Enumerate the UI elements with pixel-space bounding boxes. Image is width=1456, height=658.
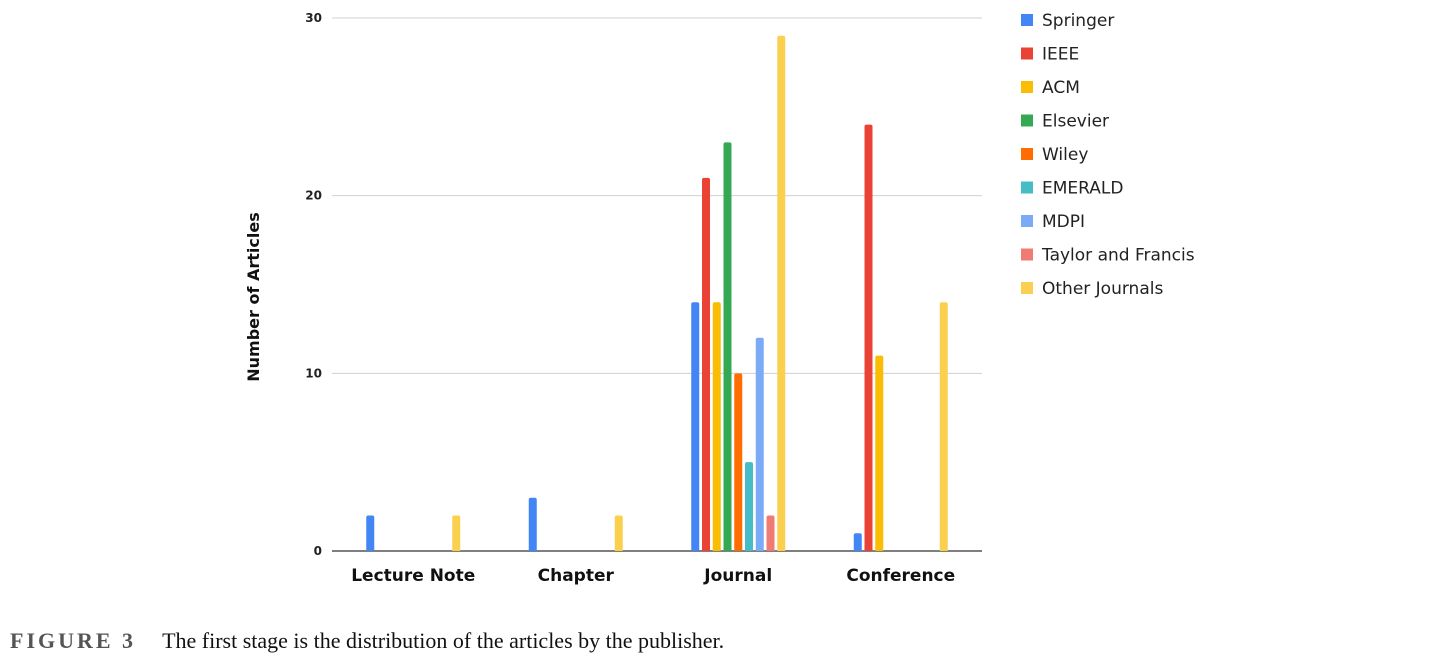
legend-label: ACM xyxy=(1042,78,1080,98)
legend-item: MDPI xyxy=(1021,212,1085,232)
bar-springer-chapter xyxy=(528,497,537,551)
bar-other-journals-journal xyxy=(777,35,786,552)
legend-label: MDPI xyxy=(1042,212,1085,232)
bar-acm-conference xyxy=(875,355,884,551)
legend-swatch xyxy=(1021,248,1033,261)
legend-swatch xyxy=(1021,148,1033,160)
bar-springer-conference xyxy=(853,533,862,551)
figure-caption-text: The first stage is the distribution of t… xyxy=(162,628,725,653)
bar-springer-journal xyxy=(691,302,700,551)
legend-swatch xyxy=(1021,114,1033,127)
legend-label: Other Journals xyxy=(1042,279,1163,299)
legend-swatch xyxy=(1021,14,1033,26)
bar-emerald-journal xyxy=(745,462,753,551)
chart-grid: 0 10 20 30 xyxy=(305,11,982,558)
bar-taylor-and-francis-journal xyxy=(766,515,775,551)
bar-wiley-journal xyxy=(734,373,743,551)
legend-label: EMERALD xyxy=(1042,179,1123,199)
legend-swatch xyxy=(1021,215,1033,227)
figure-caption-label: FIGURE 3 xyxy=(10,628,137,653)
bar-other-journals-chapter xyxy=(614,515,623,551)
figure-caption: FIGURE 3 The first stage is the distribut… xyxy=(10,628,724,654)
legend-swatch xyxy=(1021,282,1033,294)
chart-legend: Springer IEEE ACM Elsevier Wiley EMERALD MDPI T… xyxy=(1021,11,1195,299)
legend-item: IEEE xyxy=(1021,45,1079,65)
legend-item: Springer xyxy=(1021,11,1114,31)
x-category-label: Lecture Note xyxy=(351,566,475,586)
legend-item: Taylor and Francis xyxy=(1021,246,1195,266)
y-tick-label: 0 xyxy=(314,544,322,558)
bar-ieee-journal xyxy=(702,177,710,551)
legend-swatch xyxy=(1021,47,1033,60)
chart-bars xyxy=(366,35,948,552)
x-category-label: Conference xyxy=(846,566,955,586)
legend-label: Taylor and Francis xyxy=(1041,246,1195,266)
legend-item: EMERALD xyxy=(1021,179,1123,199)
legend-swatch xyxy=(1021,181,1033,194)
bar-other-journals-lecture-note xyxy=(452,515,461,551)
bar-chart: 0 10 20 30 Lecture Note Chapter Journal Confer… xyxy=(244,11,1195,586)
x-category-label: Journal xyxy=(703,566,772,586)
bar-acm-journal xyxy=(712,302,721,551)
legend-item: Elsevier xyxy=(1021,112,1109,132)
legend-item: Wiley xyxy=(1021,145,1088,165)
bar-ieee-conference xyxy=(864,124,873,551)
bar-other-journals-conference xyxy=(939,302,948,551)
legend-swatch xyxy=(1021,81,1033,93)
y-tick-label: 30 xyxy=(305,11,322,25)
y-axis-label: Number of Articles xyxy=(244,212,263,382)
y-tick-label: 20 xyxy=(305,189,322,203)
legend-label: Elsevier xyxy=(1042,112,1109,132)
legend-label: Springer xyxy=(1042,11,1114,31)
legend-item: ACM xyxy=(1021,78,1080,98)
legend-item: Other Journals xyxy=(1021,279,1163,299)
legend-label: IEEE xyxy=(1042,45,1079,65)
bar-mdpi-journal xyxy=(755,337,764,551)
x-category-label: Chapter xyxy=(538,566,615,586)
x-axis-categories: Lecture Note Chapter Journal Conference xyxy=(351,566,955,586)
legend-label: Wiley xyxy=(1042,145,1088,165)
bar-elsevier-journal xyxy=(723,142,732,551)
bar-springer-lecture-note xyxy=(366,515,375,551)
y-tick-label: 10 xyxy=(305,366,322,380)
